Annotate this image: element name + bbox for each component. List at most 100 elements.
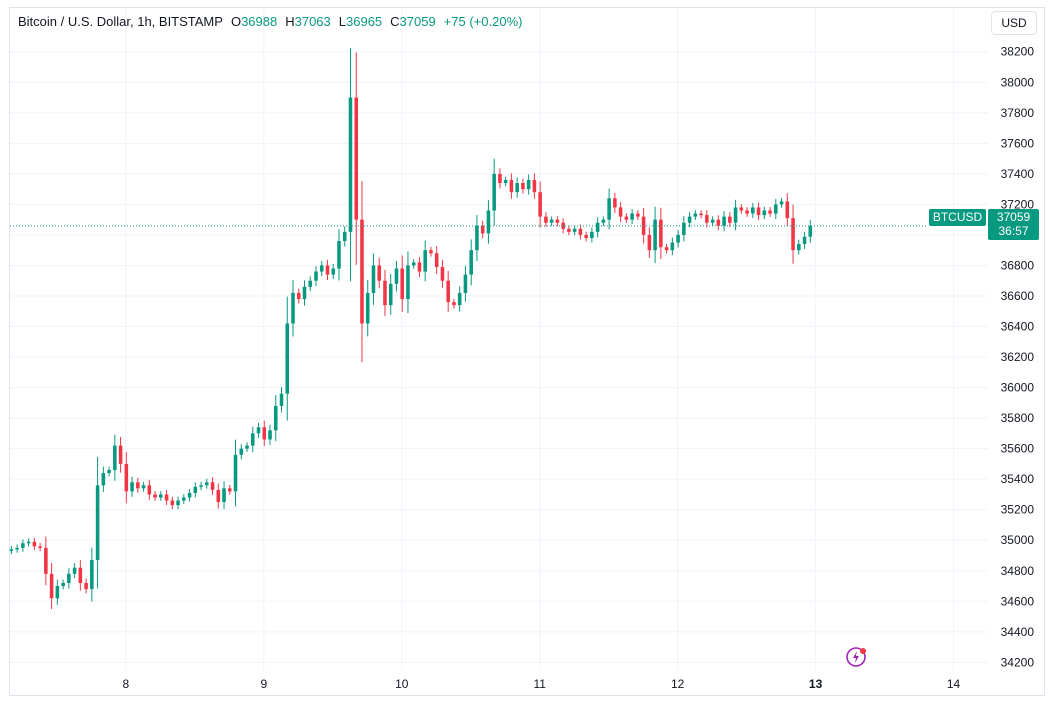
- open-value: 36988: [241, 14, 278, 29]
- candle: [61, 579, 65, 590]
- candle: [187, 489, 192, 502]
- candle: [222, 481, 226, 510]
- candle: [567, 225, 571, 236]
- x-tick-label: 13: [809, 677, 823, 691]
- candle: [630, 209, 634, 225]
- candle: [705, 210, 709, 228]
- candle-body: [733, 207, 738, 223]
- candle: [239, 444, 244, 460]
- candle-body: [262, 427, 267, 440]
- x-tick-label: 8: [123, 677, 130, 691]
- candle: [745, 207, 749, 217]
- candle: [751, 203, 755, 218]
- candle: [199, 481, 203, 491]
- candle-body: [549, 219, 554, 223]
- candle-body: [538, 192, 542, 217]
- candle-body: [199, 485, 203, 487]
- y-tick-label: 35200: [1001, 503, 1035, 517]
- candle: [256, 422, 261, 438]
- candle-body: [268, 430, 272, 440]
- candle: [331, 264, 336, 280]
- candle: [360, 181, 364, 363]
- candle: [797, 239, 801, 255]
- candle: [774, 198, 778, 220]
- candle: [607, 188, 611, 230]
- candle-body: [475, 225, 479, 251]
- candle-body: [457, 292, 462, 306]
- candle: [728, 212, 732, 228]
- candle-body: [285, 323, 290, 394]
- y-tick-label: 36800: [1001, 258, 1035, 272]
- candle-body: [716, 219, 721, 226]
- candle-body: [567, 228, 571, 232]
- candle-body: [572, 228, 577, 232]
- y-tick-label: 35400: [1001, 472, 1035, 486]
- candle-body: [193, 486, 198, 493]
- candle-body: [791, 218, 795, 251]
- candle-body: [302, 286, 307, 300]
- candle-body: [296, 292, 301, 300]
- candle: [515, 177, 519, 198]
- candle-body: [745, 210, 749, 214]
- candle-body: [636, 213, 640, 217]
- candle-body: [164, 494, 169, 501]
- candle: [84, 578, 88, 594]
- high-value: 37063: [294, 14, 331, 29]
- candle-body: [808, 225, 813, 237]
- candle: [613, 192, 617, 213]
- candle: [572, 225, 577, 236]
- candle: [440, 259, 445, 288]
- open-label: O: [230, 14, 242, 29]
- candle: [153, 491, 157, 501]
- candle-body: [463, 274, 468, 293]
- candle: [337, 229, 341, 281]
- candle-body: [38, 546, 42, 548]
- candle: [434, 246, 439, 275]
- candle: [67, 568, 71, 589]
- y-tick-label: 34200: [1001, 655, 1035, 669]
- candle: [549, 216, 554, 227]
- candle: [785, 193, 790, 227]
- candle: [561, 218, 565, 234]
- candle: [457, 286, 462, 312]
- candle: [521, 178, 525, 194]
- candle-body: [61, 582, 65, 587]
- candle-body: [722, 216, 726, 226]
- y-tick-label: 36600: [1001, 289, 1035, 303]
- candle-body: [406, 265, 410, 300]
- lightning-icon[interactable]: [845, 645, 869, 669]
- candle: [325, 259, 330, 281]
- y-tick-label: 36200: [1001, 350, 1035, 364]
- candle-body: [417, 262, 422, 272]
- currency-button[interactable]: USD: [991, 11, 1037, 35]
- candle: [618, 201, 623, 223]
- candle: [78, 560, 83, 591]
- candle-body: [659, 219, 663, 248]
- candle: [595, 217, 600, 238]
- y-tick-label: 35600: [1001, 442, 1035, 456]
- candle-body: [72, 567, 77, 574]
- candle-body: [136, 482, 140, 489]
- candle: [733, 199, 738, 231]
- candle-body: [486, 210, 491, 234]
- candle-body: [751, 207, 755, 214]
- y-tick-label: 34400: [1001, 625, 1035, 639]
- candle: [107, 466, 111, 477]
- candle-body: [411, 262, 416, 266]
- candle-body: [331, 268, 336, 275]
- x-axis: 8 9 10 11 12 13 14: [123, 677, 961, 691]
- candle-body: [423, 250, 427, 272]
- candle: [159, 491, 163, 501]
- candle: [285, 296, 290, 421]
- candle-body: [233, 454, 238, 492]
- candle: [710, 216, 715, 227]
- candle-body: [498, 173, 502, 184]
- candle-body: [67, 573, 71, 583]
- candle-body: [630, 213, 634, 220]
- candle-body: [768, 210, 772, 214]
- x-tick-label: 12: [671, 677, 685, 691]
- y-tick-label: 36000: [1001, 381, 1035, 395]
- candle: [365, 279, 370, 337]
- candle-body: [578, 228, 583, 235]
